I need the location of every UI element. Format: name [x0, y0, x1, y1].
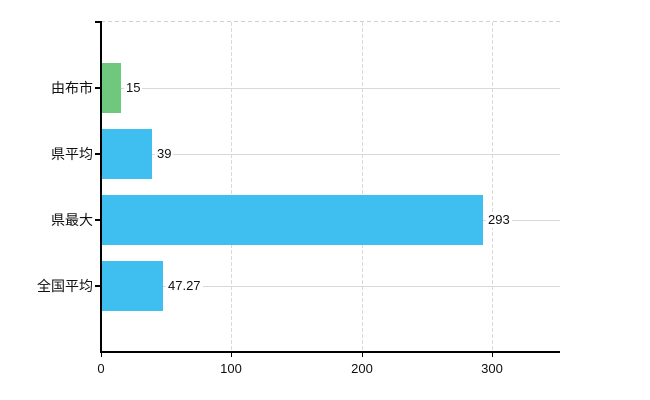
- bar-value-label: 39: [155, 146, 174, 162]
- y-axis-tick: [95, 87, 101, 89]
- x-tick-label: 0: [97, 361, 105, 376]
- plot-top-border: [101, 21, 560, 22]
- x-axis-line: [100, 351, 560, 353]
- x-tick-label: 200: [351, 361, 373, 376]
- y-axis-tick: [95, 153, 101, 155]
- category-label: 由布市: [51, 80, 93, 96]
- bar-value-label: 15: [124, 80, 143, 96]
- x-axis-tick: [231, 352, 232, 357]
- y-axis-tick: [95, 285, 101, 287]
- gridline-horizontal: [100, 154, 560, 155]
- gridline-vertical: [362, 22, 363, 352]
- bar: [102, 195, 483, 245]
- bar: [102, 63, 121, 113]
- y-axis-line: [100, 22, 102, 352]
- y-axis-tick: [95, 219, 101, 221]
- bar: [102, 261, 163, 311]
- category-label: 県最大: [51, 212, 93, 228]
- bar: [102, 129, 152, 179]
- gridline-vertical: [492, 22, 493, 352]
- x-axis-tick: [101, 352, 102, 357]
- x-axis-tick: [492, 352, 493, 357]
- bar-value-label: 47.27: [166, 278, 203, 294]
- gridline-vertical: [231, 22, 232, 352]
- y-axis-end-tick: [95, 21, 102, 23]
- category-label: 県平均: [51, 146, 93, 162]
- category-label: 全国平均: [37, 278, 93, 294]
- x-tick-label: 300: [481, 361, 503, 376]
- x-tick-label: 100: [220, 361, 242, 376]
- gridline-horizontal: [100, 286, 560, 287]
- x-axis-tick: [362, 352, 363, 357]
- gridline-horizontal: [100, 88, 560, 89]
- bar-value-label: 293: [486, 212, 512, 228]
